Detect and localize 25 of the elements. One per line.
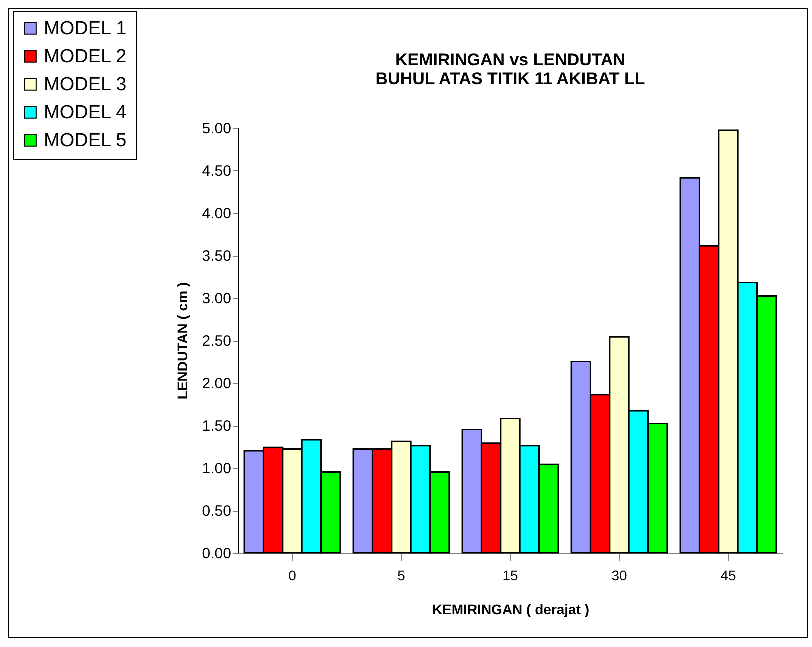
y-tick-label: 4.00 [202, 206, 232, 222]
x-tick-label: 30 [612, 568, 628, 584]
y-tick-label: 3.00 [202, 290, 232, 308]
y-tick-label: 3.50 [202, 248, 232, 265]
legend-label: MODEL 5 [44, 130, 127, 152]
legend-label: MODEL 4 [44, 102, 128, 124]
y-tick-label: 0.00 [202, 546, 232, 562]
y-tick-label: 2.50 [202, 333, 232, 350]
y-tick-label: 5.00 [202, 120, 232, 138]
x-tick-label: 0 [288, 568, 297, 584]
y-tick-label: 1.50 [202, 418, 232, 435]
legend-label: MODEL 2 [44, 46, 127, 68]
x-tick-label: 5 [398, 568, 406, 584]
y-tick-label: 2.00 [202, 376, 232, 392]
text: KEMIRINGAN vs LENDUTAN [395, 50, 626, 70]
y-tick-label: 4.50 [202, 163, 232, 180]
x-tick-label: 45 [720, 568, 736, 584]
x-axis-title: KEMIRINGAN ( derajat ) [432, 602, 590, 618]
legend-label: MODEL 1 [44, 18, 127, 40]
y-tick-label: 0.50 [202, 503, 232, 520]
text: BUHUL ATAS TITIK 11 AKIBAT LL [376, 70, 646, 88]
legend-label: MODEL 3 [44, 74, 127, 96]
y-tick-label: 1.00 [202, 460, 232, 478]
x-tick-label: 15 [502, 568, 518, 584]
y-axis-title: LENDUTAN ( cm ) [174, 282, 190, 400]
